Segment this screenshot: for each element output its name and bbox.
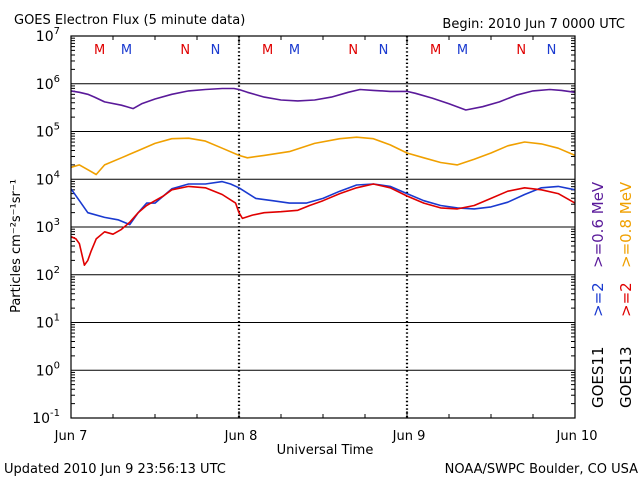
y-tick-label: 105: [36, 122, 60, 141]
marker-label: M: [289, 43, 300, 58]
series-line: [70, 183, 576, 267]
y-tick-label: 101: [36, 313, 60, 332]
x-tick-labels: Jun 7 Jun 8 Jun 9 Jun 10: [54, 429, 598, 444]
legend-goes13-08mev: >=0.8 MeV: [617, 181, 635, 268]
legend-goes11-06mev: >=0.6 MeV: [589, 181, 607, 268]
x-tick-label: Jun 9: [392, 429, 426, 444]
marker-label: N: [348, 43, 358, 58]
legend-goes11: GOES11: [589, 346, 607, 408]
y-tick-label: 10-1: [32, 408, 60, 427]
marker-label: M: [430, 43, 441, 58]
y-tick-label: 104: [36, 169, 60, 188]
marker-label: M: [262, 43, 273, 58]
y-tick-label: 100: [36, 360, 60, 379]
marker-label: M: [121, 43, 132, 58]
y-tick-labels: 107 106 105 104 103 102 101 100 10-1: [32, 26, 60, 427]
legend-goes13: GOES13: [617, 346, 635, 408]
series-line: [70, 87, 576, 111]
legend-goes13-2mev: >=2: [617, 282, 635, 317]
y-tick-label: 103: [36, 217, 60, 236]
marker-label: M: [457, 43, 468, 58]
x-tick-label: Jun 10: [556, 429, 598, 444]
x-tick-label: Jun 7: [54, 429, 88, 444]
updated-timestamp: Updated 2010 Jun 9 23:56:13 UTC: [4, 462, 226, 477]
marker-label: N: [211, 43, 221, 58]
marker-label: N: [180, 43, 190, 58]
series-line: [70, 136, 576, 176]
y-tick-label: 106: [36, 74, 60, 93]
marker-label: N: [516, 43, 526, 58]
begin-date: Begin: 2010 Jun 7 0000 UTC: [442, 17, 625, 32]
marker-label: M: [94, 43, 105, 58]
marker-label: N: [547, 43, 557, 58]
marker-label: N: [379, 43, 389, 58]
y-axis-label: Particles cm⁻²s⁻¹sr⁻¹: [9, 179, 24, 313]
plot-frame: [70, 35, 576, 419]
x-tick-label: Jun 8: [224, 429, 258, 444]
y-tick-label: 102: [36, 265, 60, 284]
y-tick-label: 107: [36, 26, 60, 45]
x-axis-label: Universal Time: [277, 443, 374, 458]
chart-title: GOES Electron Flux (5 minute data): [14, 13, 245, 28]
legend-goes11-2mev: >=2: [589, 282, 607, 317]
legend: GOES11 GOES13 >=2 >=2 >=0.6 MeV >=0.8 MeV: [589, 181, 635, 408]
series-lines: [70, 87, 576, 267]
credit-text: NOAA/SWPC Boulder, CO USA: [445, 462, 638, 477]
